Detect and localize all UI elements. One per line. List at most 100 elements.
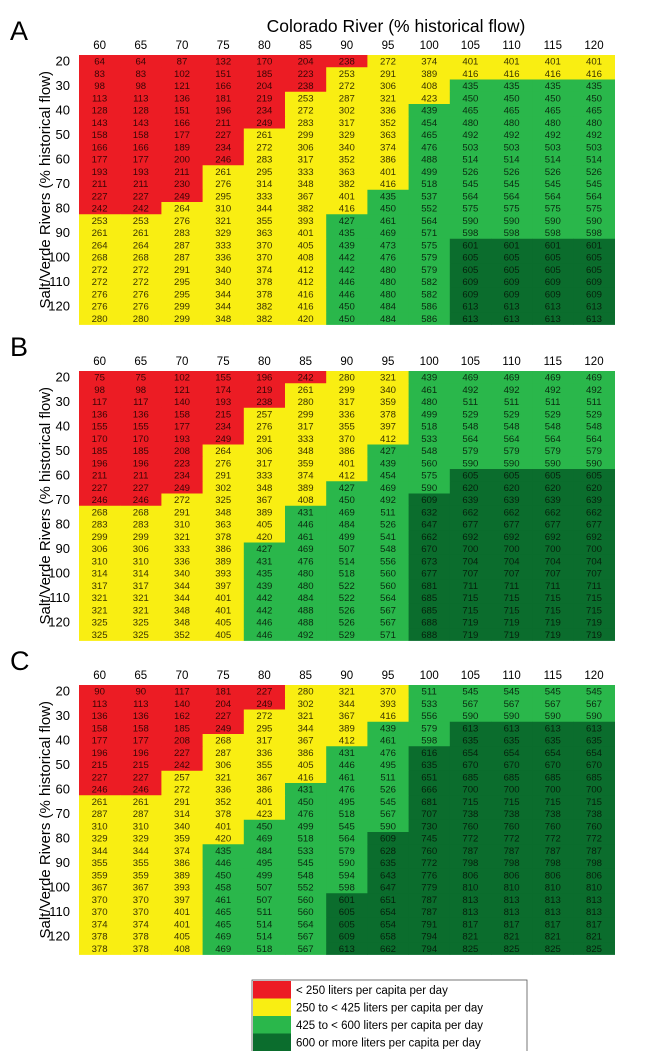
column-tick-label: 90 xyxy=(340,670,353,682)
cell-value: 166 xyxy=(215,81,231,92)
heatmap-cell xyxy=(79,579,121,592)
heatmap-cell xyxy=(573,287,615,301)
cell-value: 238 xyxy=(256,397,272,408)
cell-value: 208 xyxy=(174,736,190,747)
heatmap-cell xyxy=(79,420,121,433)
heatmap-cell xyxy=(449,165,492,178)
cell-value: 564 xyxy=(504,191,521,202)
heatmap-cell xyxy=(79,481,121,494)
cell-value: 306 xyxy=(380,81,396,92)
heatmap-cell xyxy=(243,685,286,698)
heatmap-cell xyxy=(161,165,203,178)
cell-value: 234 xyxy=(215,142,232,153)
cell-value: 620 xyxy=(545,483,561,494)
heatmap-cell xyxy=(243,819,286,833)
heatmap-cell xyxy=(573,469,615,482)
cell-value: 317 xyxy=(256,736,272,747)
heatmap-cell xyxy=(161,456,203,470)
cell-value: 813 xyxy=(586,895,602,906)
cell-value: 469 xyxy=(586,373,602,384)
cell-value: 389 xyxy=(215,556,231,567)
heatmap-cell xyxy=(326,469,368,482)
heatmap-cell xyxy=(367,697,409,710)
heatmap-cell xyxy=(491,263,533,276)
heatmap-cell xyxy=(202,721,245,735)
column-tick-label: 85 xyxy=(299,40,312,52)
heatmap-cell xyxy=(367,116,409,129)
row-tick-label: 30 xyxy=(56,78,70,93)
heatmap-cell xyxy=(120,140,162,154)
heatmap-cell xyxy=(532,795,574,808)
heatmap-cell xyxy=(161,795,203,808)
cell-value: 590 xyxy=(462,458,478,469)
heatmap-cell xyxy=(161,881,203,894)
heatmap-cell xyxy=(79,930,121,943)
cell-value: 196 xyxy=(215,106,231,117)
cell-value: 461 xyxy=(380,736,396,747)
cell-value: 416 xyxy=(380,179,396,190)
heatmap-cell xyxy=(491,153,533,166)
heatmap-cell xyxy=(573,795,615,808)
heatmap-cell xyxy=(326,697,368,710)
cell-value: 367 xyxy=(133,883,149,894)
heatmap-cell xyxy=(161,697,203,710)
cell-value: 446 xyxy=(339,289,355,300)
cell-value: 492 xyxy=(298,630,314,641)
heatmap-cell xyxy=(79,371,121,384)
heatmap-cell xyxy=(573,530,615,543)
cell-value: 605 xyxy=(586,471,602,482)
row-tick-label: 110 xyxy=(49,590,70,605)
heatmap-cell xyxy=(573,746,615,759)
cell-value: 692 xyxy=(545,532,561,543)
cell-value: 548 xyxy=(421,446,437,457)
cell-value: 408 xyxy=(298,253,314,264)
cell-value: 321 xyxy=(133,605,149,616)
heatmap-cell xyxy=(367,758,409,772)
cell-value: 821 xyxy=(586,932,602,943)
heatmap-cell xyxy=(285,554,327,568)
heatmap-cell xyxy=(573,383,615,396)
cell-value: 651 xyxy=(421,772,437,783)
heatmap-cell xyxy=(243,383,286,396)
heatmap-cell xyxy=(243,79,286,93)
cell-value: 635 xyxy=(504,736,520,747)
cell-value: 476 xyxy=(380,748,396,759)
cell-value: 446 xyxy=(256,618,272,629)
heatmap-cell xyxy=(408,746,451,759)
heatmap-cell xyxy=(326,881,368,894)
heatmap-cell xyxy=(532,104,574,117)
heatmap-cell xyxy=(285,263,327,276)
y-axis-label: Salt/Verde Rivers (% historical flow) xyxy=(37,701,54,939)
heatmap-cell xyxy=(79,868,121,882)
cell-value: 378 xyxy=(215,809,231,820)
cell-value: 151 xyxy=(174,106,190,117)
cell-value: 374 xyxy=(380,142,397,153)
heatmap-cell xyxy=(491,554,533,568)
cell-value: 204 xyxy=(215,699,232,710)
cell-value: 215 xyxy=(92,760,108,771)
heatmap-cell xyxy=(161,518,203,531)
cell-value: 605 xyxy=(504,471,520,482)
cell-value: 730 xyxy=(421,821,437,832)
cell-value: 662 xyxy=(586,507,602,518)
heatmap-cell xyxy=(202,893,245,906)
cell-value: 613 xyxy=(586,723,602,734)
cell-value: 715 xyxy=(586,593,602,604)
cell-value: 405 xyxy=(174,932,190,943)
cell-value: 613 xyxy=(339,944,355,955)
heatmap-cell xyxy=(326,275,368,289)
cell-value: 492 xyxy=(586,385,602,396)
cell-value: 499 xyxy=(339,532,355,543)
cell-value: 620 xyxy=(504,483,520,494)
heatmap-cell xyxy=(573,128,615,142)
cell-value: 715 xyxy=(462,797,478,808)
legend-label: < 250 liters per capita per day xyxy=(296,985,448,997)
heatmap-cell xyxy=(367,930,409,943)
heatmap-cell xyxy=(491,432,533,445)
heatmap-cell xyxy=(449,505,492,519)
heatmap-cell xyxy=(161,55,203,68)
cell-value: 670 xyxy=(586,760,602,771)
heatmap-cell xyxy=(491,116,533,129)
heatmap-cell xyxy=(367,819,409,833)
heatmap-cell xyxy=(79,697,121,710)
